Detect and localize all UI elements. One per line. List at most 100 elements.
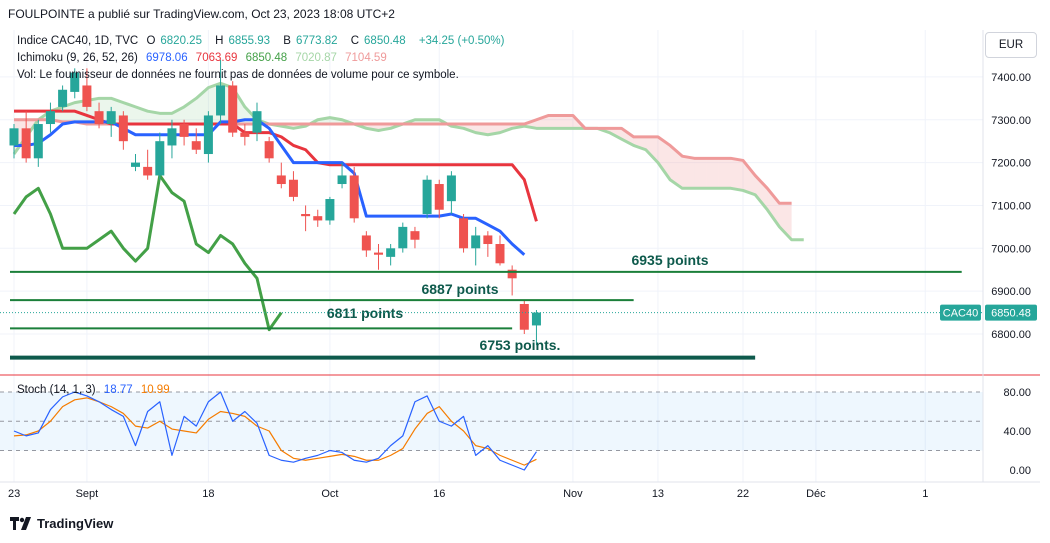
- cloud-segment: [657, 136, 671, 180]
- candle-body: [337, 175, 347, 185]
- symbol-name: Indice CAC40, 1D, TVC: [17, 35, 139, 47]
- stoch-label: Stoch (14, 1, 3): [17, 384, 96, 396]
- cloud-segment: [560, 115, 573, 129]
- stoch-k-value: 18.77: [103, 384, 133, 396]
- cloud-segment: [548, 115, 561, 129]
- axis-layer: 6800.00 6900.00 7000.00 7100.00 7200.00 7300.…: [0, 30, 1040, 500]
- candle-body: [167, 128, 177, 146]
- candle-body: [58, 89, 68, 107]
- candle-body: [459, 218, 469, 249]
- cloud-segment: [621, 128, 634, 146]
- stoch-d-value: 10.99: [140, 384, 170, 396]
- cloud-segment: [755, 175, 768, 210]
- cloud-segment: [171, 106, 185, 125]
- time-tick-label: 16: [433, 488, 445, 500]
- candle-body: [276, 175, 286, 185]
- chikou-line: [12, 173, 283, 332]
- tenkan-value: 6978.06: [146, 52, 188, 64]
- candle-body: [118, 115, 128, 142]
- cloud-segment: [730, 158, 743, 191]
- candle-body: [203, 115, 213, 155]
- last-price-tag-bg: [985, 304, 1037, 321]
- low-value: 6773.82: [295, 35, 338, 47]
- candle-body: [325, 199, 335, 221]
- candle-body: [21, 128, 31, 159]
- cloud-segment: [645, 136, 658, 163]
- candle-body: [288, 179, 298, 197]
- symbol-price-tag-bg: [940, 304, 981, 321]
- cloud-segment: [779, 203, 792, 240]
- candle-body: [179, 124, 189, 137]
- time-tick-label: 13: [652, 488, 664, 500]
- stoch-tick-label: 80.00: [1003, 387, 1031, 399]
- candle-body: [70, 72, 80, 92]
- time-tick-label: 23: [8, 488, 20, 500]
- cloud-segment: [743, 160, 756, 195]
- cloud-segment: [718, 158, 731, 189]
- candle-body: [519, 304, 529, 330]
- candle-body: [422, 179, 432, 215]
- candle-body: [349, 175, 359, 219]
- open-value: 6820.25: [160, 35, 202, 47]
- span-a-value: 7020.87: [295, 52, 337, 64]
- candle-body: [94, 111, 104, 125]
- candle-body: [374, 252, 383, 255]
- price-tick-label: 7000.00: [991, 243, 1031, 255]
- candle-body: [9, 128, 19, 146]
- candle-body: [471, 235, 481, 249]
- support-level-label: 6811 points: [327, 305, 403, 321]
- support-level-label: 6935 points: [631, 252, 708, 268]
- candle-body: [45, 111, 55, 125]
- candle-body: [483, 235, 493, 245]
- cloud-segment: [633, 136, 646, 150]
- candle-body: [434, 184, 444, 210]
- cloud-segment: [682, 156, 695, 189]
- currency-button[interactable]: EUR: [985, 32, 1037, 58]
- ichimoku-legend: Ichimoku (9, 26, 52, 26) 6978.06 7063.69…: [17, 52, 392, 64]
- last-price-tag-label: 6850.48: [991, 308, 1031, 320]
- candle-body: [228, 85, 238, 133]
- time-tick-label: Sept: [76, 488, 99, 500]
- candle-body: [495, 244, 505, 264]
- tradingview-brand[interactable]: TradingView: [10, 516, 113, 531]
- ichimoku-label: Ichimoku (9, 26, 52, 26): [17, 52, 138, 64]
- chikou-value: 6850.48: [245, 52, 288, 64]
- stoch-tick-label: 40.00: [1003, 426, 1031, 438]
- support-level-label: 6753 points.: [480, 337, 561, 353]
- stoch-k-line: [13, 391, 537, 471]
- price-tick-label: 7400.00: [991, 72, 1031, 84]
- candle-body: [82, 85, 92, 107]
- time-tick-label: 18: [202, 488, 214, 500]
- price-tick-label: 7100.00: [991, 200, 1031, 212]
- candle-body: [106, 111, 116, 125]
- cloud-segment: [767, 188, 780, 227]
- time-tick-label: Nov: [563, 488, 583, 500]
- kijun-value: 7063.69: [195, 52, 238, 64]
- cloud-segment: [159, 113, 172, 125]
- candle-body: [216, 85, 226, 116]
- candle-body: [361, 235, 371, 251]
- span-a-line: [12, 81, 804, 242]
- close-label: C: [350, 35, 360, 47]
- candle-body: [301, 214, 311, 217]
- symbol-price-tag-label: CAC40: [943, 308, 978, 320]
- high-value: 6855.93: [228, 35, 271, 47]
- cloud-segment: [694, 158, 707, 189]
- time-tick-label: 1: [922, 488, 928, 500]
- span-b-value: 7104.59: [345, 52, 387, 64]
- candle-body: [240, 132, 250, 137]
- candle-body: [507, 269, 517, 279]
- cloud-segment: [147, 111, 160, 125]
- volume-legend: Vol: Le fournisseur de données ne fourni…: [17, 69, 459, 81]
- cloud-segment: [670, 145, 683, 189]
- price-tick-label: 6800.00: [991, 329, 1031, 341]
- candle-body: [386, 248, 396, 257]
- price-tick-label: 6900.00: [991, 286, 1031, 298]
- candle-body: [143, 166, 153, 176]
- cloud-segment: [536, 115, 549, 129]
- cloud-segment: [706, 158, 719, 189]
- candle-body: [264, 141, 274, 159]
- stoch-legend: Stoch (14, 1, 3) 18.77 10.99: [17, 384, 175, 396]
- stoch-tick-label: 0.00: [1010, 465, 1031, 477]
